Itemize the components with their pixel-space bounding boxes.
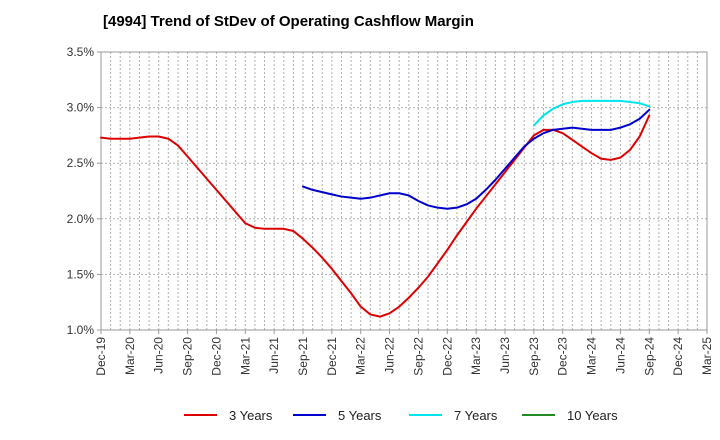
x-tick-label: Sep-20: [181, 337, 195, 376]
legend-item-7-years: 7 Years: [409, 404, 497, 426]
plot-frame: [100, 51, 708, 331]
y-tick-label: 3.0%: [67, 101, 95, 115]
x-tick-label: Sep-24: [642, 337, 656, 376]
y-tick-labels: 1.0% 1.5% 2.0% 2.5% 3.0% 3.5%: [67, 45, 95, 337]
chart-title: [4994] Trend of StDev of Operating Cashf…: [103, 13, 474, 30]
x-tick-label: Dec-19: [94, 337, 108, 376]
legend-label: 7 Years: [454, 407, 498, 423]
x-tick-label: Sep-23: [527, 337, 541, 376]
legend: 3 Years 5 Years 7 Years 10 Years: [0, 404, 720, 426]
x-tick-label: Dec-24: [671, 337, 685, 376]
legend-item-5-years: 5 Years: [293, 404, 381, 426]
x-tick-label: Sep-22: [411, 337, 425, 376]
x-tick-label: Jun-23: [498, 337, 512, 374]
x-tick-label: Dec-20: [209, 337, 223, 376]
legend-label: 5 Years: [338, 407, 382, 423]
y-tick-label: 3.5%: [67, 45, 95, 59]
y-tick-label: 2.0%: [67, 212, 95, 226]
x-tick-label: Jun-24: [613, 337, 627, 374]
y-tick-label: 1.0%: [67, 323, 95, 337]
x-tick-label: Dec-23: [556, 337, 570, 376]
legend-swatch: [522, 414, 555, 416]
x-tick-label: Jun-20: [152, 337, 166, 374]
x-tick-label: Mar-23: [469, 337, 483, 375]
legend-swatch: [293, 414, 326, 416]
x-tick-label: Mar-25: [700, 337, 714, 375]
series-line-7-years: [532, 99, 651, 127]
legend-swatch: [409, 414, 442, 416]
x-tick-label: Dec-21: [325, 337, 339, 376]
x-tick-label: Mar-24: [585, 337, 599, 375]
series-line-3-years: [100, 114, 651, 318]
grid: [101, 52, 707, 330]
y-tick-label: 2.5%: [67, 156, 95, 170]
x-tick-label: Jun-22: [383, 337, 397, 374]
legend-label: 10 Years: [567, 407, 618, 423]
x-tick-labels: Dec-19 Mar-20 Jun-20 Sep-20 Dec-20 Mar-21 Jun-…: [94, 337, 714, 376]
legend-item-10-years: 10 Years: [522, 404, 618, 426]
legend-item-3-years: 3 Years: [184, 404, 272, 426]
x-tick-label: Jun-21: [267, 337, 281, 374]
series-lines: [100, 99, 651, 318]
axes: [97, 51, 708, 334]
legend-label: 3 Years: [229, 407, 273, 423]
x-tick-label: Sep-21: [296, 337, 310, 376]
legend-swatch: [184, 414, 217, 416]
series-line-5-years: [302, 108, 651, 210]
y-tick-label: 1.5%: [67, 267, 95, 281]
x-tick-label: Dec-22: [440, 337, 454, 376]
x-tick-label: Mar-20: [123, 337, 137, 375]
x-tick-label: Mar-21: [238, 337, 252, 375]
x-tick-label: Mar-22: [354, 337, 368, 375]
